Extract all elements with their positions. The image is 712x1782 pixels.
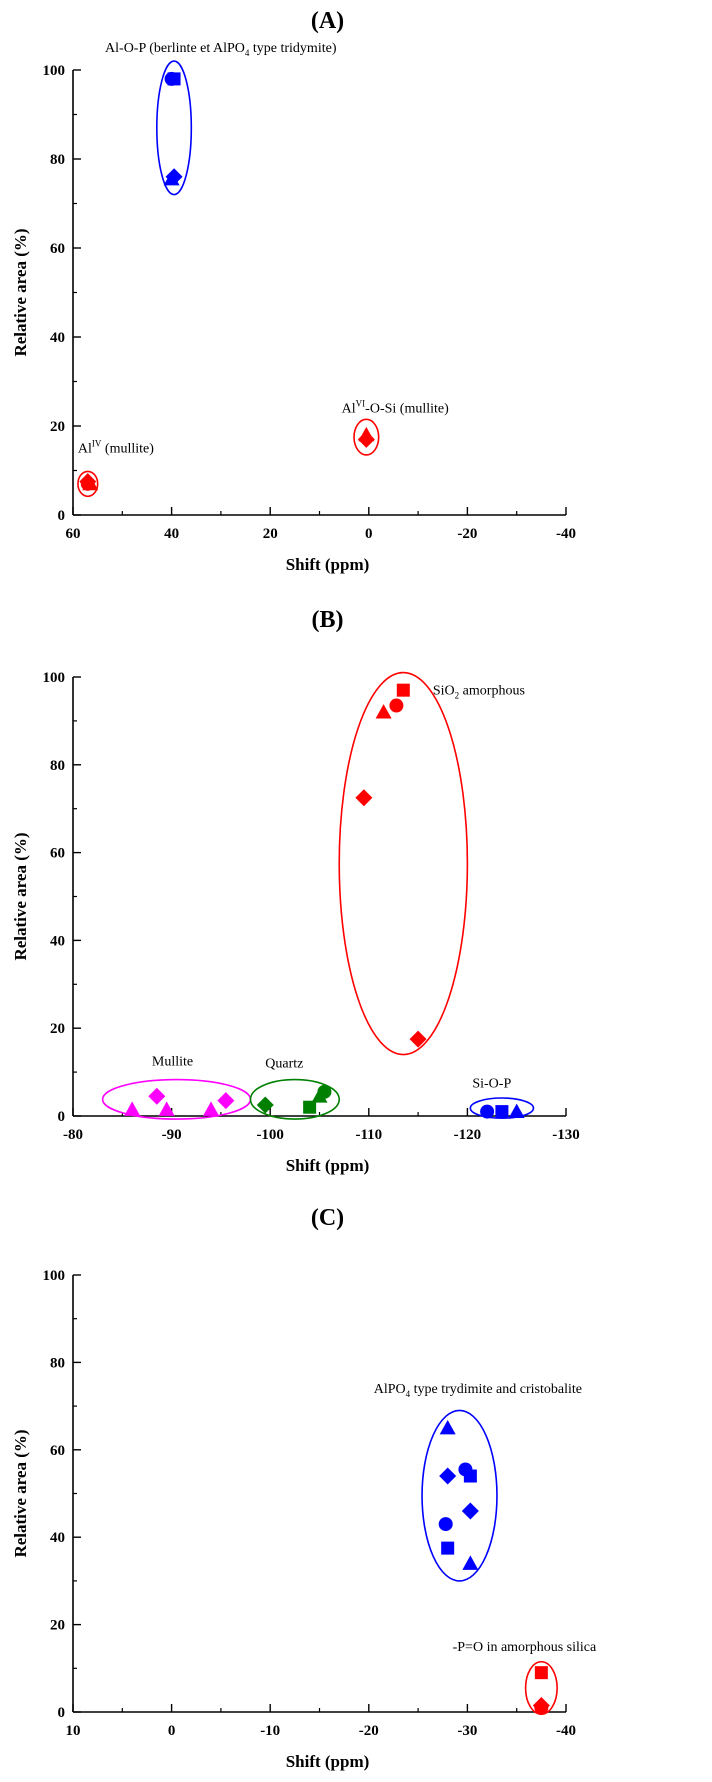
y-tick-label: 100 <box>43 1268 66 1284</box>
y-tick-label: 100 <box>43 63 66 79</box>
data-point <box>303 1100 317 1114</box>
data-point <box>203 1101 220 1116</box>
chart-panel: (B) -80 -90 -100 -110 -120 -130 0 20 40 60 80 100 Shi… <box>11 607 580 1175</box>
x-axis-title: Shift (ppm) <box>286 555 370 574</box>
cluster-ellipse <box>249 1078 341 1120</box>
data-point <box>158 1101 175 1116</box>
x-axis-title: Shift (ppm) <box>286 1156 370 1175</box>
y-tick-label: 60 <box>50 241 65 257</box>
y-axis-title: Relative area (%) <box>11 1429 30 1557</box>
y-tick-label: 40 <box>50 1530 65 1546</box>
data-point <box>462 1555 479 1570</box>
x-tick-label: -90 <box>162 1127 182 1143</box>
cluster-ellipse <box>421 1409 498 1582</box>
y-tick-label: 0 <box>58 508 66 524</box>
cluster-ellipse <box>77 470 99 498</box>
annotation-label: Al-O-P (berlinte et AlPO4 type tridymite… <box>105 41 337 58</box>
y-tick-label: 40 <box>50 330 65 346</box>
data-point <box>441 1541 455 1555</box>
y-tick-label: 60 <box>50 1443 65 1459</box>
x-tick-label: -80 <box>63 1127 83 1143</box>
annotation-label: SiO2 amorphous <box>433 684 525 701</box>
x-tick-label: 60 <box>66 526 81 542</box>
data-point <box>463 1469 477 1483</box>
annotation-label: Si-O-P <box>472 1076 511 1091</box>
y-tick-label: 80 <box>50 758 65 774</box>
data-point <box>80 476 95 491</box>
data-point <box>124 1101 141 1116</box>
cluster-ellipse <box>156 60 193 196</box>
data-point <box>461 1502 479 1520</box>
x-tick-label: -130 <box>552 1127 580 1143</box>
annotation-label: Mullite <box>152 1055 193 1070</box>
y-tick-label: 0 <box>58 1705 66 1721</box>
cluster-ellipse <box>338 671 469 1056</box>
x-tick-label: 20 <box>263 526 278 542</box>
y-axis-title: Relative area (%) <box>11 228 30 356</box>
x-tick-label: 10 <box>66 1723 81 1739</box>
cluster-ellipse <box>353 418 380 456</box>
y-axis-title: Relative area (%) <box>11 832 30 960</box>
y-tick-label: 60 <box>50 846 65 862</box>
x-axis-title: Shift (ppm) <box>286 1752 370 1771</box>
x-tick-label: -30 <box>457 1723 477 1739</box>
data-point <box>375 704 392 719</box>
x-tick-label: -20 <box>359 1723 379 1739</box>
data-point <box>534 1666 548 1680</box>
y-tick-label: 80 <box>50 152 65 168</box>
cluster-ellipse <box>469 1097 535 1119</box>
data-point <box>358 426 375 442</box>
x-tick-label: -40 <box>556 1723 576 1739</box>
chart-title: (A) <box>311 8 344 34</box>
data-point <box>217 1092 235 1110</box>
y-tick-label: 40 <box>50 933 65 949</box>
annotation-label: Quartz <box>265 1057 303 1072</box>
x-tick-label: 40 <box>164 526 179 542</box>
data-point <box>495 1105 509 1119</box>
x-tick-label: -10 <box>260 1723 280 1739</box>
y-tick-label: 80 <box>50 1355 65 1371</box>
data-point <box>163 171 180 186</box>
data-point <box>396 683 410 697</box>
chart-panel: (A) 60 40 20 0 -20 -40 0 20 40 60 80 100 Shift (ppm) R… <box>11 8 576 574</box>
x-tick-label: -100 <box>256 1127 284 1143</box>
x-tick-label: -110 <box>355 1127 382 1143</box>
annotation-label: -P=O in amorphous silica <box>453 1640 597 1655</box>
data-point <box>311 1088 328 1103</box>
annotation-label: AlIV (mullite) <box>78 439 154 457</box>
data-point <box>438 1517 453 1532</box>
data-point <box>409 1030 427 1048</box>
x-tick-label: 0 <box>168 1723 176 1739</box>
y-tick-label: 100 <box>43 670 66 686</box>
y-tick-label: 20 <box>50 1618 65 1634</box>
y-tick-label: 20 <box>50 1021 65 1037</box>
data-point <box>439 1467 457 1485</box>
x-tick-label: -20 <box>457 526 477 542</box>
chart-title: (B) <box>312 607 344 633</box>
x-tick-label: 0 <box>365 526 373 542</box>
y-tick-label: 20 <box>50 419 65 435</box>
chart-title: (C) <box>311 1205 344 1231</box>
x-tick-label: -120 <box>454 1127 482 1143</box>
data-point <box>256 1096 274 1114</box>
annotation-label: AlPO4 type trydimite and cristobalite <box>374 1382 582 1399</box>
x-tick-label: -40 <box>556 526 576 542</box>
data-point <box>164 71 179 86</box>
y-tick-label: 0 <box>58 1109 66 1125</box>
data-point <box>534 1700 549 1715</box>
annotation-label: AlVI-O-Si (mullite) <box>342 399 449 417</box>
data-point <box>480 1104 495 1119</box>
data-point <box>389 698 404 713</box>
data-point <box>508 1103 525 1119</box>
data-point <box>355 789 373 807</box>
data-point <box>439 1419 456 1435</box>
data-point <box>148 1087 166 1105</box>
